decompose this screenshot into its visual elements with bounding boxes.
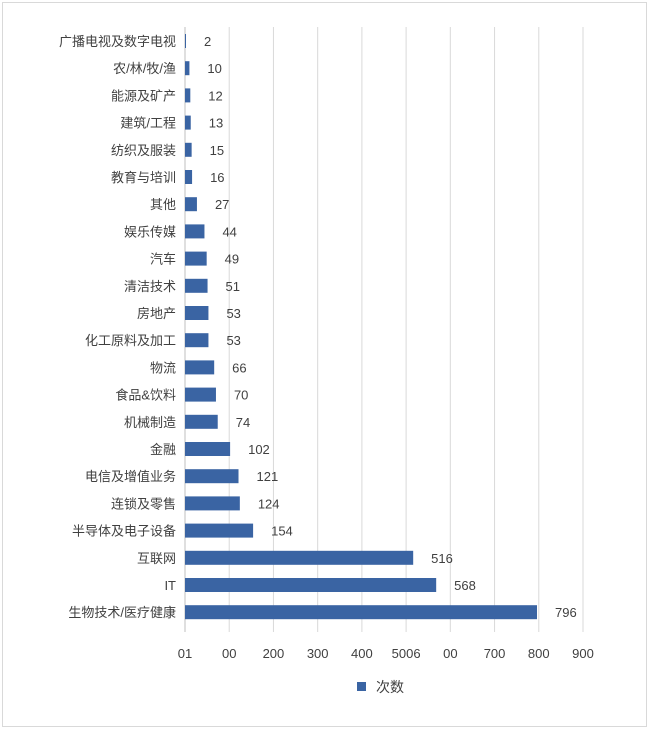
bar bbox=[185, 197, 197, 212]
category-label: 连锁及零售 bbox=[111, 496, 176, 511]
category-label: 物流 bbox=[150, 360, 176, 375]
category-label: 汽车 bbox=[150, 252, 176, 267]
data-label: 154 bbox=[271, 524, 293, 539]
x-tick-label: 00 bbox=[222, 646, 236, 661]
category-label: 能源及矿产 bbox=[111, 88, 176, 103]
x-tick-label: 5006 bbox=[392, 646, 421, 661]
bar bbox=[185, 469, 239, 484]
data-label: 70 bbox=[234, 388, 248, 403]
gridlines bbox=[184, 27, 584, 632]
data-label: 49 bbox=[225, 252, 239, 267]
category-label: 房地产 bbox=[137, 306, 176, 321]
category-labels: 广播电视及数字电视农/林/牧/渔能源及矿产建筑/工程纺织及服装教育与培训其他娱乐… bbox=[59, 34, 176, 620]
bar bbox=[185, 170, 193, 184]
x-tick-label: 700 bbox=[484, 646, 506, 661]
category-label: IT bbox=[164, 578, 176, 593]
category-label: 娱乐传媒 bbox=[124, 224, 176, 239]
data-label: 102 bbox=[248, 442, 270, 457]
category-label: 互联网 bbox=[137, 551, 176, 566]
data-label: 568 bbox=[454, 578, 476, 593]
bar bbox=[185, 306, 209, 320]
data-label: 15 bbox=[210, 143, 224, 158]
x-tick-label: 00 bbox=[443, 646, 457, 661]
data-label: 796 bbox=[555, 605, 577, 620]
category-label: 半导体及电子设备 bbox=[72, 524, 176, 539]
data-label: 124 bbox=[258, 496, 280, 511]
data-label: 53 bbox=[226, 333, 240, 348]
data-label: 74 bbox=[236, 415, 250, 430]
bars bbox=[185, 34, 538, 620]
x-tick-label: 200 bbox=[263, 646, 285, 661]
category-label: 电信及增值业务 bbox=[85, 469, 176, 484]
bar bbox=[185, 142, 192, 157]
data-label: 13 bbox=[209, 116, 223, 131]
category-label: 纺织及服装 bbox=[111, 143, 176, 158]
bar bbox=[185, 550, 414, 565]
bar bbox=[185, 360, 215, 375]
bar bbox=[185, 224, 205, 239]
x-axis-tick-labels: 01 00 200 300 400 5006 00 700 800 900 bbox=[178, 646, 594, 661]
legend-swatch bbox=[357, 682, 366, 691]
category-label: 广播电视及数字电视 bbox=[59, 34, 176, 49]
data-label: 66 bbox=[232, 360, 246, 375]
category-label: 其他 bbox=[150, 197, 176, 212]
data-label: 51 bbox=[226, 279, 240, 294]
bar bbox=[185, 605, 538, 620]
bar bbox=[185, 414, 218, 429]
data-label: 16 bbox=[210, 170, 224, 185]
category-label: 建筑/工程 bbox=[120, 116, 176, 131]
data-label: 44 bbox=[222, 224, 236, 239]
data-label: 10 bbox=[207, 61, 221, 76]
data-label: 53 bbox=[226, 306, 240, 321]
bar bbox=[185, 115, 191, 130]
data-label: 121 bbox=[257, 469, 279, 484]
x-tick-label: 300 bbox=[307, 646, 329, 661]
bar bbox=[185, 442, 231, 456]
bar bbox=[185, 251, 207, 266]
bar bbox=[185, 496, 240, 511]
bar bbox=[185, 61, 190, 76]
category-label: 清洁技术 bbox=[124, 279, 176, 294]
x-tick-label: 900 bbox=[572, 646, 594, 661]
bar bbox=[185, 34, 186, 48]
category-label: 化工原料及加工 bbox=[85, 333, 176, 348]
legend: 次数 bbox=[357, 679, 404, 695]
category-label: 金融 bbox=[150, 442, 176, 457]
category-label: 教育与培训 bbox=[111, 170, 176, 185]
data-label: 12 bbox=[208, 88, 222, 103]
data-label: 27 bbox=[215, 197, 229, 212]
category-label: 食品&饮料 bbox=[115, 388, 176, 403]
bar bbox=[185, 523, 254, 538]
bar bbox=[185, 387, 216, 402]
data-label: 516 bbox=[431, 551, 453, 566]
bar bbox=[185, 578, 437, 592]
category-label: 生物技术/医疗健康 bbox=[68, 605, 176, 620]
data-label: 2 bbox=[204, 34, 211, 49]
data-labels: 2 10 12 13 15 16 27 44 49 51 53 53 66 70 74 102 121 124 15… bbox=[204, 34, 577, 620]
category-label: 机械制造 bbox=[124, 415, 176, 430]
category-label: 农/林/牧/渔 bbox=[113, 61, 176, 76]
legend-label: 次数 bbox=[376, 679, 404, 695]
bar bbox=[185, 88, 191, 103]
bar bbox=[185, 278, 208, 293]
x-tick-label: 01 bbox=[178, 646, 192, 661]
bar bbox=[185, 333, 209, 348]
x-tick-label: 400 bbox=[351, 646, 373, 661]
x-tick-label: 800 bbox=[528, 646, 550, 661]
